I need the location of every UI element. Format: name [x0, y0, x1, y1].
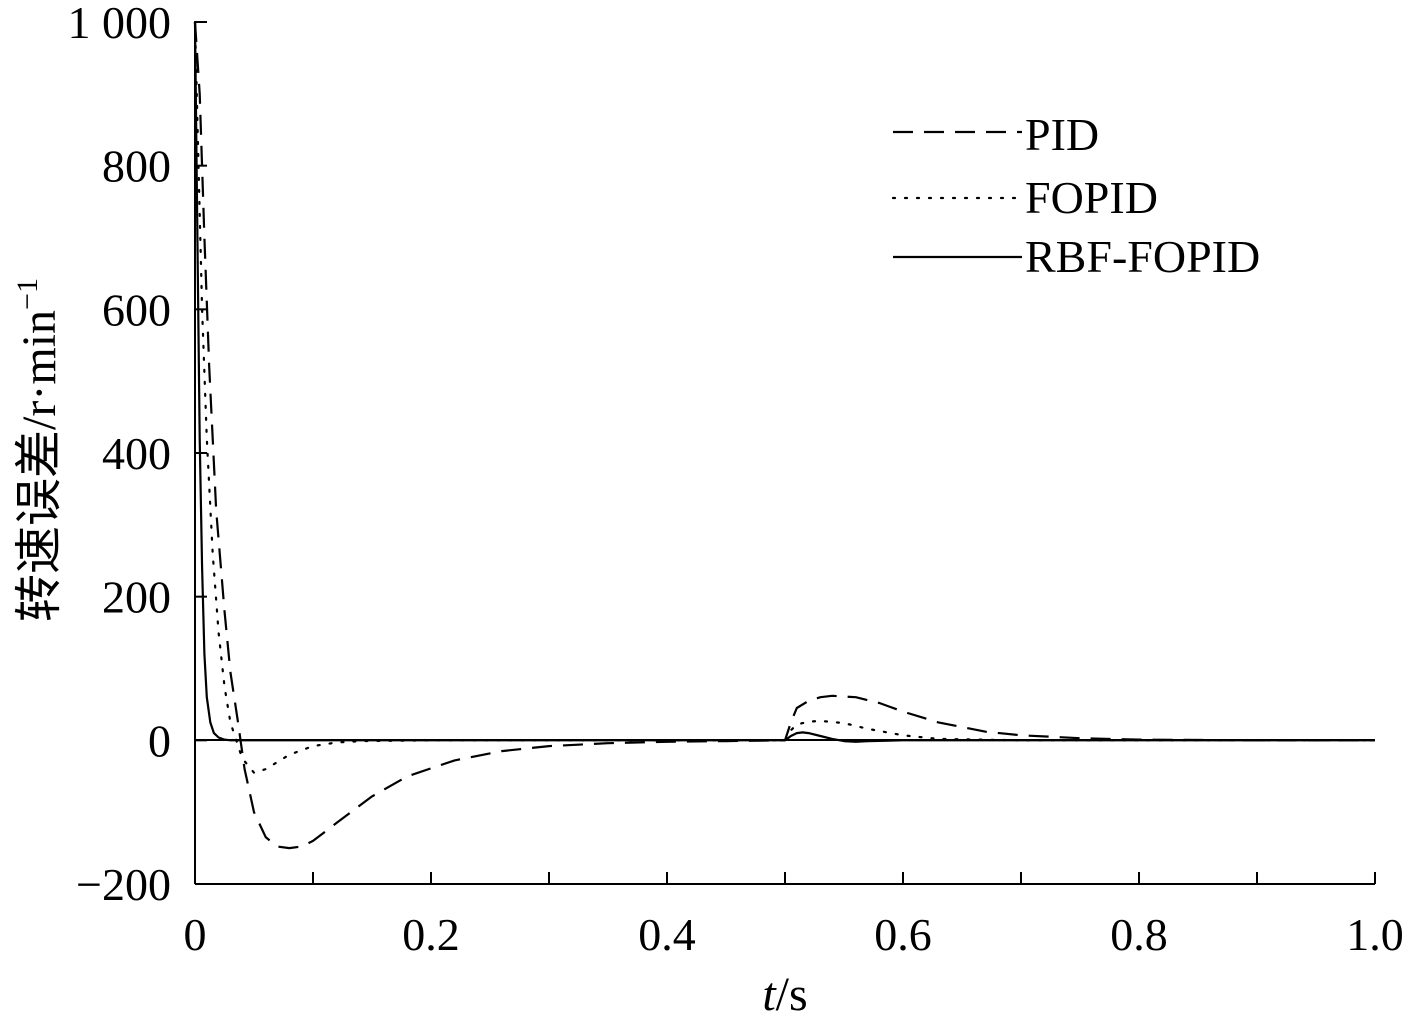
- x-tick-label: 1.0: [1346, 909, 1404, 960]
- series-line-pid: [193, 21, 1375, 850]
- series-line-fopid: [193, 20, 1377, 774]
- x-tick-label: 0: [184, 909, 207, 960]
- x-ticks: 0 0.2 0.4 0.6 0.8 1.0: [184, 872, 1404, 960]
- legend-label-pid: PID: [1025, 109, 1099, 160]
- y-axis-title-sup: −1: [11, 278, 44, 310]
- y-tick-label: −200: [76, 859, 171, 910]
- x-axis-title-var: t: [762, 968, 777, 1016]
- y-ticks: −200 0 200 400 600 800 1 000: [68, 0, 207, 910]
- axes: [194, 22, 1375, 885]
- y-tick-label: 600: [102, 284, 171, 335]
- y-tick-label: 1 000: [68, 0, 172, 48]
- legend: PID FOPID RBF-FOPID: [891, 109, 1260, 282]
- y-tick-label: 0: [148, 715, 171, 766]
- y-tick-label: 800: [102, 141, 171, 192]
- x-tick-label: 0.4: [638, 909, 696, 960]
- y-axis-title: 转速误差/r·min−1: [11, 278, 66, 622]
- x-tick-label: 0.8: [1110, 909, 1168, 960]
- x-tick-label: 0.6: [874, 909, 932, 960]
- legend-label-fopid: FOPID: [1025, 172, 1158, 223]
- legend-label-rbf-fopid: RBF-FOPID: [1025, 231, 1260, 282]
- y-axis-title-main: 转速误差/r·min: [13, 310, 66, 622]
- x-axis-title-unit: /s: [776, 968, 808, 1016]
- y-tick-label: 400: [102, 428, 171, 479]
- x-axis-title: t/s: [762, 968, 807, 1016]
- y-tick-label: 200: [102, 572, 171, 623]
- series-group: [193, 20, 1377, 850]
- x-tick-label: 0.2: [402, 909, 460, 960]
- series-line-rbf-fopid: [193, 21, 1375, 743]
